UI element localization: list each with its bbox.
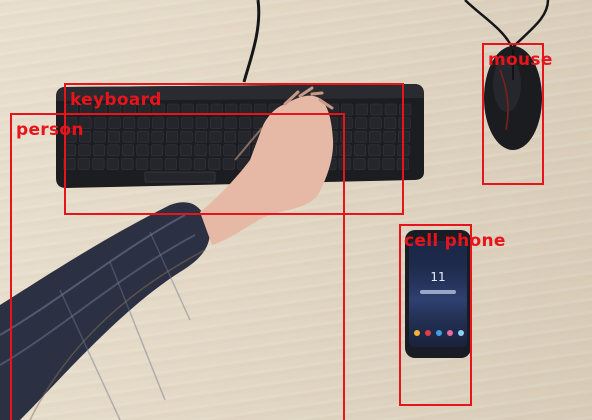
bbox-mouse (482, 43, 544, 185)
keyboard-key (239, 117, 252, 129)
keyboard-key (224, 117, 237, 129)
keyboard-key (398, 117, 411, 129)
keyboard-key (382, 144, 396, 157)
keyboard-key (193, 158, 206, 170)
keyboard-key (225, 103, 238, 116)
keyboard-key (137, 117, 150, 129)
keyboard-key (353, 158, 366, 170)
keyboard-key (65, 103, 78, 116)
keyboard-key (208, 144, 221, 157)
keyboard-key (92, 158, 105, 170)
keyboard-key (164, 158, 177, 170)
keyboard-key (63, 158, 76, 170)
bbox-label-mouse: mouse (488, 50, 553, 70)
keyboard-key (368, 130, 382, 143)
keyboard-key (135, 158, 148, 170)
keyboard-key (181, 117, 194, 129)
keyboard-key (367, 158, 380, 170)
keyboard-key (339, 144, 352, 157)
keyboard-key (353, 144, 367, 157)
keyboard-key (254, 103, 267, 116)
phone-clock: 11 (430, 270, 445, 284)
person-arm (0, 86, 334, 420)
keyboard-key (166, 130, 179, 143)
keyboard-key (195, 117, 208, 129)
keyboard-key (93, 130, 106, 143)
keyboard-key (181, 103, 194, 116)
keyboard-key (123, 117, 136, 129)
keyboard-spacebar (144, 171, 216, 183)
keyboard-key (368, 144, 381, 157)
keyboard-key (238, 130, 251, 143)
keyboard-key (108, 117, 121, 129)
phone-object (405, 230, 471, 358)
keyboard-key (208, 158, 221, 170)
keyboard-key (196, 103, 209, 116)
keyboard-key (354, 130, 367, 143)
keyboard-key (80, 103, 93, 116)
keyboard-key (166, 117, 179, 129)
keyboard-key (109, 103, 122, 116)
keyboard-key (123, 103, 136, 116)
keyboard-key (77, 158, 90, 170)
bbox-person (10, 113, 345, 420)
keyboard-key (152, 117, 165, 129)
bbox-cell-phone (399, 224, 472, 406)
keyboard-key (152, 103, 165, 116)
bbox-keyboard (64, 83, 404, 215)
keyboard-key (195, 130, 208, 143)
keyboard-key (151, 130, 164, 143)
keyboard-key (108, 130, 121, 143)
keyboard-key (194, 144, 207, 157)
keyboard-key (121, 158, 134, 170)
keyboard-key (107, 144, 120, 157)
bbox-label-keyboard: keyboard (70, 90, 162, 110)
keyboard-key (382, 158, 395, 170)
keyboard-key (384, 103, 397, 116)
mouse-cable (464, 0, 550, 49)
keyboard-key (79, 117, 92, 129)
keyboard-key (136, 144, 149, 157)
keyboard-key (384, 117, 397, 129)
keyboard-key (94, 117, 107, 129)
keyboard-key (210, 117, 223, 129)
keyboard-key (179, 144, 192, 157)
bbox-label-person: person (16, 120, 84, 140)
keyboard-key (397, 130, 411, 143)
keyboard-key (78, 144, 91, 157)
keyboard-key (122, 130, 135, 143)
keyboard-key (370, 103, 383, 116)
keyboard-key (210, 103, 223, 116)
keyboard-key (383, 130, 396, 143)
keyboard-key (165, 144, 178, 157)
keyboard-key (150, 144, 163, 157)
keyboard-key (369, 117, 382, 129)
keyboard-key (355, 103, 368, 116)
keyboard-key (79, 130, 92, 143)
keyboard-key (224, 130, 237, 143)
keyboard-key (355, 117, 368, 129)
keyboard-key (179, 158, 192, 170)
keyboard-key (180, 130, 193, 143)
keyboard-key (167, 103, 180, 116)
bbox-label-cell-phone: cell phone (404, 231, 506, 251)
keyboard-key (137, 130, 150, 143)
keyboard-key (94, 103, 107, 116)
keyboard-key (150, 158, 163, 170)
keyboard-key (106, 158, 119, 170)
keyboard-key (138, 103, 151, 116)
keyboard-key (341, 103, 354, 116)
keyboard-key (239, 103, 252, 116)
keyboard-key (121, 144, 134, 157)
keyboard-cable (242, 0, 261, 83)
keyboard-key (209, 130, 222, 143)
keyboard-key (92, 144, 105, 157)
mouse-object (484, 46, 542, 150)
keyboard-key (222, 158, 235, 170)
keyboard-key (223, 144, 236, 157)
